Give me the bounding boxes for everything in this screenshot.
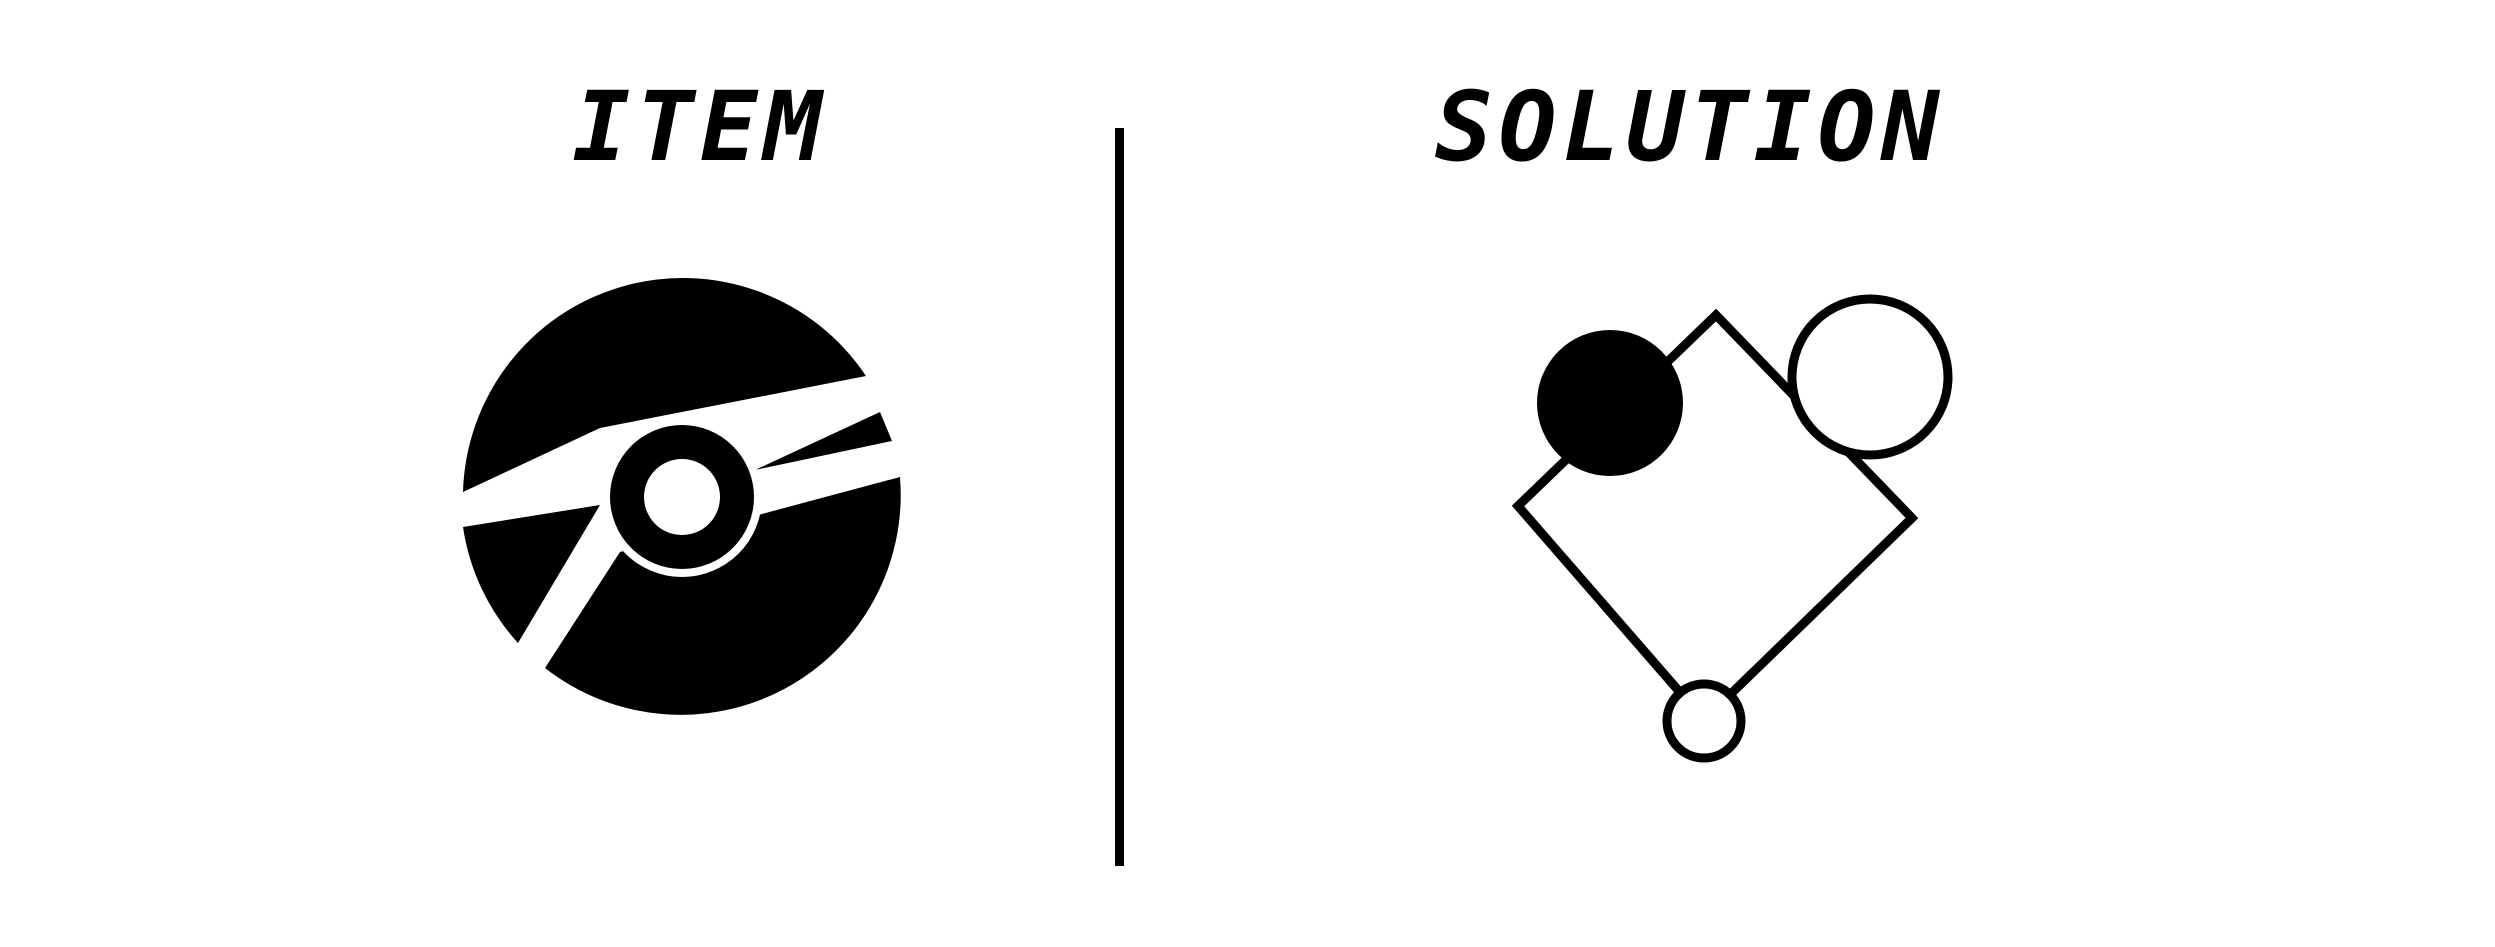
cd-disc-icon [463, 277, 901, 715]
large-open-circle [1787, 294, 1953, 460]
solution-title: SOLUTION [1434, 71, 1946, 183]
small-open-circle [1662, 679, 1746, 763]
diamond-with-circles-icon [1511, 294, 1953, 763]
disc-sector-bottom [545, 477, 901, 715]
item-title: ITEM [572, 71, 828, 183]
disc-center-hole [644, 459, 720, 535]
filled-circle [1537, 330, 1683, 476]
divider [1115, 128, 1124, 866]
disc-sector-left [463, 505, 600, 643]
disc-sector-top [463, 277, 866, 492]
disc-sector-sliver [755, 412, 892, 470]
